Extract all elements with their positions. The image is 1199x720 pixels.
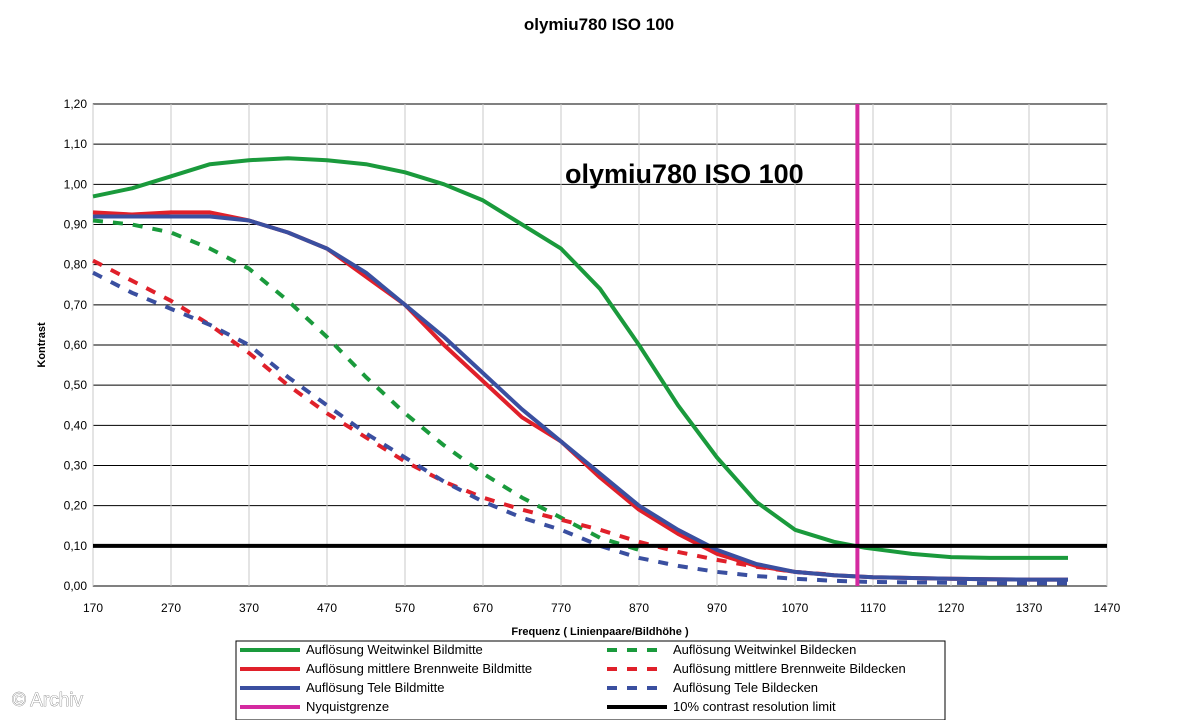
x-tick-labels: 170 270 370 470 570 670 770 870 970 1070 1170 1270 1… (83, 601, 1121, 615)
y-tick-label: 1,00 (64, 177, 88, 191)
x-tick-label: 770 (551, 601, 571, 615)
legend: Auflösung Weitwinkel Bildmitte Auflösung … (240, 642, 906, 714)
x-tick-label: 1370 (1016, 601, 1043, 615)
watermark: © Archiv (12, 690, 84, 711)
y-tick-label: 0,00 (64, 579, 88, 593)
legend-label: Auflösung mittlere Brennweite Bildmitte (306, 661, 532, 676)
y-tick-label: 0,50 (64, 378, 88, 392)
x-tick-label: 870 (629, 601, 649, 615)
x-tick-label: 470 (317, 601, 337, 615)
series-line-3 (92, 258, 835, 577)
chart-title: olymiu780 ISO 100 (524, 15, 674, 34)
legend-label: Auflösung Weitwinkel Bildmitte (306, 642, 483, 657)
x-tick-label: 370 (239, 601, 259, 615)
y-tick-label: 0,90 (64, 218, 88, 232)
y-tick-label: 0,10 (64, 539, 88, 553)
legend-label: Auflösung Weitwinkel Bildecken (673, 642, 856, 657)
series-line-1 (92, 218, 640, 552)
series-line-4 (93, 214, 1068, 582)
reference-lines (93, 104, 1107, 586)
legend-label: Auflösung Tele Bildecken (673, 680, 818, 695)
y-tick-label: 1,20 (64, 97, 88, 111)
y-tick-label: 0,80 (64, 258, 88, 272)
y-tick-label: 0,30 (64, 459, 88, 473)
legend-label: Nyquistgrenze (306, 699, 389, 714)
y-tick-label: 0,70 (64, 298, 88, 312)
x-tick-label: 1070 (782, 601, 809, 615)
y-tick-label: 0,60 (64, 338, 88, 352)
legend-label: Auflösung mittlere Brennweite Bildecken (673, 661, 906, 676)
series-line-0 (92, 156, 1068, 560)
x-tick-label: 570 (395, 601, 415, 615)
y-tick-label: 0,20 (64, 499, 88, 513)
x-tick-label: 1270 (938, 601, 965, 615)
legend-label: 10% contrast resolution limit (673, 699, 836, 714)
x-tick-label: 670 (473, 601, 493, 615)
x-tick-label: 270 (161, 601, 181, 615)
y-tick-label: 1,10 (64, 137, 88, 151)
series-lines (92, 156, 1068, 586)
x-tick-label: 970 (707, 601, 727, 615)
inner-chart-title: olymiu780 ISO 100 (565, 159, 804, 189)
legend-box (235, 640, 946, 720)
y-axis-label: Kontrast (36, 322, 48, 368)
series-line-5 (92, 270, 1068, 586)
x-axis-label: Frequenz ( Linienpaare/Bildhöhe ) (511, 626, 689, 638)
x-tick-label: 170 (83, 601, 103, 615)
x-tick-label: 1470 (1094, 601, 1121, 615)
x-tick-label: 1170 (860, 601, 886, 615)
y-tick-label: 0,40 (64, 418, 88, 432)
y-tick-labels: 0,00 0,10 0,20 0,30 0,40 0,50 0,60 0,70 0,80 0,90… (64, 97, 88, 593)
legend-label: Auflösung Tele Bildmitte (306, 680, 445, 695)
